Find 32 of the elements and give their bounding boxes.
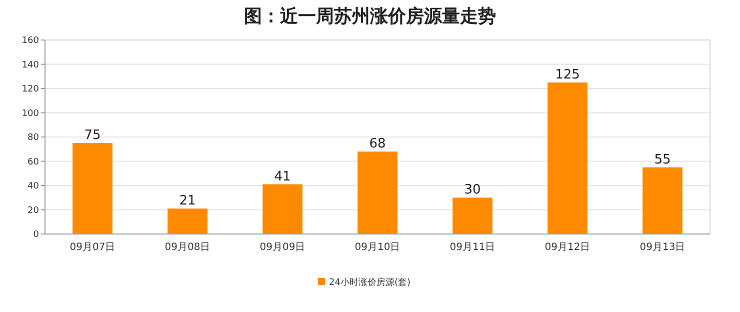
chart-title: 图：近一周苏州涨价房源量走势	[244, 6, 496, 27]
bar	[72, 143, 112, 234]
y-tick-label: 160	[22, 36, 40, 46]
x-tick-label: 09月13日	[640, 242, 686, 253]
x-tick-label: 09月12日	[544, 242, 590, 253]
data-label: 75	[84, 128, 101, 144]
bar	[168, 208, 208, 234]
bar	[358, 152, 398, 234]
data-label: 30	[464, 182, 481, 198]
y-tick-label: 80	[28, 133, 40, 144]
x-tick-label: 09月10日	[354, 242, 400, 253]
y-tick-label: 60	[28, 157, 40, 168]
data-label: 68	[369, 136, 386, 152]
bar	[452, 198, 492, 234]
bar	[642, 167, 682, 234]
x-tick-label: 09月09日	[260, 242, 306, 253]
y-tick-label: 0	[33, 230, 40, 240]
bar	[548, 82, 588, 234]
legend-label: 24小时涨价房源(套)	[329, 277, 410, 288]
data-label: 41	[274, 169, 291, 184]
data-label: 21	[179, 194, 196, 209]
data-label: 125	[555, 67, 580, 82]
data-label: 55	[654, 152, 671, 168]
x-tick-label: 09月11日	[450, 242, 496, 253]
y-tick-label: 140	[22, 60, 40, 70]
bar	[262, 184, 302, 234]
x-tick-label: 09月07日	[70, 242, 116, 253]
y-tick-label: 20	[28, 206, 40, 216]
y-tick-label: 100	[22, 108, 40, 119]
y-tick-label: 40	[28, 182, 40, 192]
y-tick-label: 120	[22, 84, 40, 95]
x-tick-label: 09月08日	[164, 242, 210, 253]
